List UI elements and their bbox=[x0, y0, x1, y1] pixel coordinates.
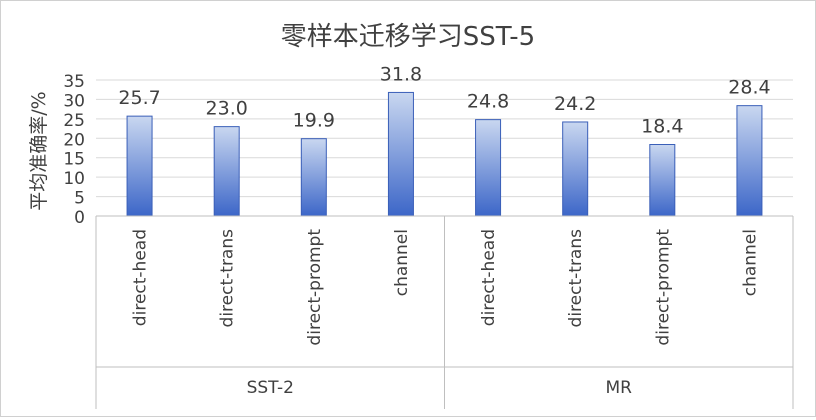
bar bbox=[300, 138, 327, 217]
y-axis-label: 平均准确率/% bbox=[28, 91, 50, 210]
data-label: 23.0 bbox=[206, 98, 248, 120]
x-group-label: SST-2 bbox=[247, 378, 294, 398]
data-label: 24.8 bbox=[467, 91, 509, 113]
x-category-label: channel bbox=[392, 229, 412, 296]
y-tick-label: 35 bbox=[63, 72, 85, 92]
y-tick-label: 25 bbox=[63, 111, 85, 131]
bar bbox=[736, 105, 763, 217]
x-axis: direct-head direct-trans direct-prompt chan… bbox=[95, 215, 794, 409]
y-tick-label: 0 bbox=[74, 208, 85, 228]
x-category-label: direct-head bbox=[131, 229, 151, 326]
x-category-label: direct-trans bbox=[218, 229, 238, 328]
bar bbox=[649, 144, 676, 217]
bar bbox=[213, 126, 240, 217]
y-tick-label: 15 bbox=[63, 150, 85, 170]
y-tick-label: 30 bbox=[63, 91, 85, 111]
y-tick-label: 5 bbox=[74, 189, 85, 209]
data-label: 24.2 bbox=[554, 93, 596, 115]
x-category-label: direct-prompt bbox=[653, 229, 673, 346]
x-category-label: direct-head bbox=[479, 229, 499, 326]
x-category-label: direct-trans bbox=[566, 229, 586, 328]
gridlines bbox=[96, 79, 793, 198]
bar bbox=[562, 121, 589, 217]
data-label: 19.9 bbox=[293, 110, 335, 132]
data-label: 18.4 bbox=[641, 116, 683, 138]
bar bbox=[387, 91, 414, 217]
x-category-label: channel bbox=[740, 229, 760, 296]
y-tick-label: 10 bbox=[63, 169, 85, 189]
x-group-label: MR bbox=[606, 378, 633, 398]
data-label: 31.8 bbox=[380, 63, 422, 85]
bars: 25.7 23.0 19.9 31.8 24.8 24.2 18.4 28.4 bbox=[118, 63, 771, 217]
y-tick-label: 20 bbox=[63, 130, 85, 150]
data-label: 28.4 bbox=[728, 77, 770, 99]
x-category-label: direct-prompt bbox=[305, 229, 325, 346]
chart-title: 零样本迁移学习SST-5 bbox=[281, 22, 535, 52]
bar bbox=[126, 115, 153, 217]
bar bbox=[475, 119, 502, 217]
data-label: 25.7 bbox=[118, 87, 160, 109]
